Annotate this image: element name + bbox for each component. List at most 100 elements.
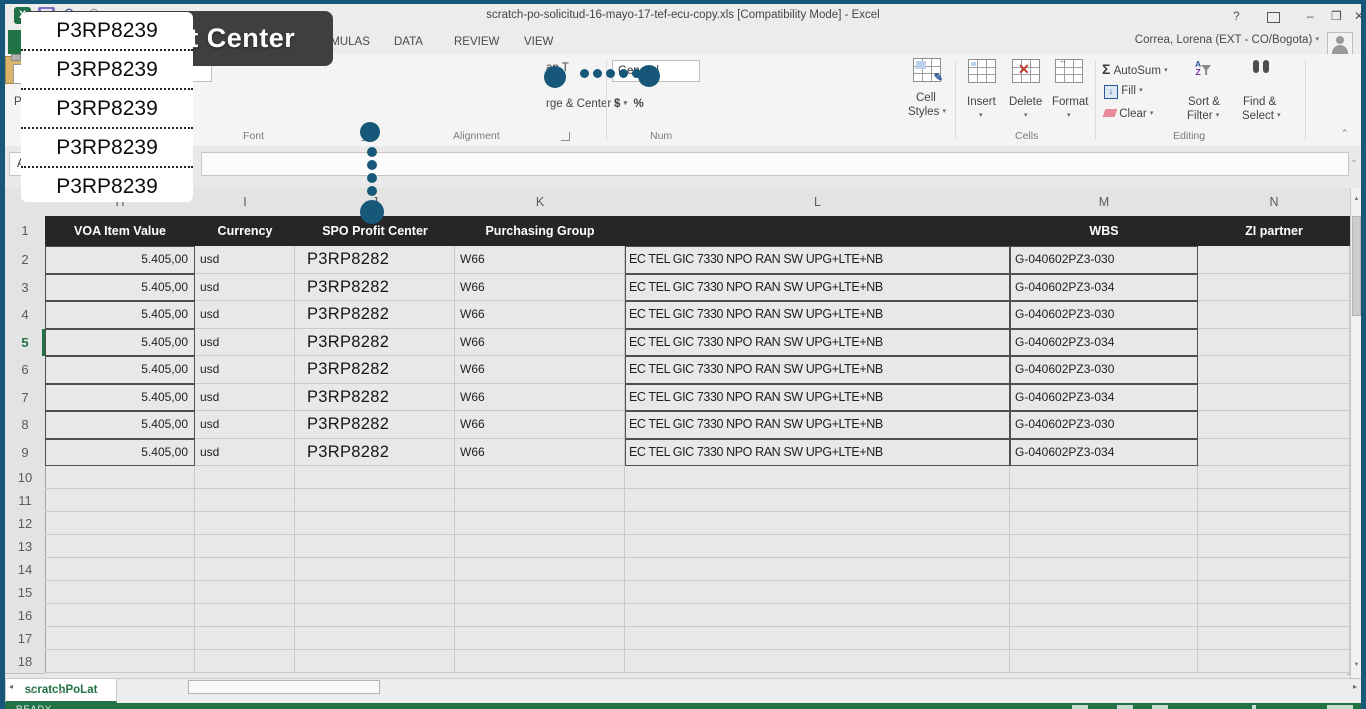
formula-input[interactable]: [201, 152, 1349, 176]
cell-styles-button[interactable]: Cell: [916, 92, 936, 104]
cell-L12[interactable]: [625, 512, 1010, 535]
cell-N15[interactable]: [1198, 581, 1350, 604]
cell-K3[interactable]: W66: [455, 273, 625, 301]
cell-I6[interactable]: usd: [195, 356, 295, 384]
tab-review[interactable]: REVIEW: [454, 36, 500, 48]
cell-K18[interactable]: [455, 650, 625, 673]
cell-M7[interactable]: G-040602PZ3-034: [1010, 383, 1198, 411]
sheet-tab[interactable]: scratchPoLat: [5, 679, 117, 703]
cell-L11[interactable]: [625, 489, 1010, 512]
cell-J5[interactable]: P3RP8282: [295, 328, 455, 356]
cell-L15[interactable]: [625, 581, 1010, 604]
cell-J13[interactable]: [295, 535, 455, 558]
cell-K15[interactable]: [455, 581, 625, 604]
cell-J8[interactable]: P3RP8282: [295, 411, 455, 439]
row-number-5[interactable]: 5: [5, 328, 46, 357]
format-button[interactable]: Format: [1052, 96, 1089, 108]
row-number-15[interactable]: 15: [5, 581, 46, 605]
cell-M11[interactable]: [1010, 489, 1198, 512]
header-cell-2[interactable]: Currency: [195, 216, 295, 246]
cell-J16[interactable]: [295, 604, 455, 627]
row-number-4[interactable]: 4: [5, 301, 46, 330]
cell-M15[interactable]: [1010, 581, 1198, 604]
row-number-2[interactable]: 2: [5, 246, 46, 275]
header-cell-7[interactable]: ZI partner: [1198, 216, 1350, 246]
cell-J11[interactable]: [295, 489, 455, 512]
row-number-8[interactable]: 8: [5, 411, 46, 440]
next-sheet-icon[interactable]: ▸: [59, 686, 64, 696]
cell-L5[interactable]: EC TEL GIC 7330 NPO RAN SW UPG+LTE+NB: [625, 328, 1010, 356]
cell-L7[interactable]: EC TEL GIC 7330 NPO RAN SW UPG+LTE+NB: [625, 383, 1010, 411]
cell-L4[interactable]: EC TEL GIC 7330 NPO RAN SW UPG+LTE+NB: [625, 301, 1010, 329]
cell-M16[interactable]: [1010, 604, 1198, 627]
cell-M10[interactable]: [1010, 466, 1198, 489]
expand-formula-bar-icon[interactable]: ⌄: [1350, 154, 1358, 164]
cell-N10[interactable]: [1198, 466, 1350, 489]
find-select-icon[interactable]: [1253, 60, 1269, 78]
zoom-level[interactable]: [1327, 705, 1353, 709]
row-number-17[interactable]: 17: [5, 627, 46, 651]
page-layout-view-icon[interactable]: [1117, 705, 1133, 709]
cell-H17[interactable]: [45, 627, 195, 650]
header-cell-1[interactable]: VOA Item Value: [45, 216, 195, 246]
cell-L3[interactable]: EC TEL GIC 7330 NPO RAN SW UPG+LTE+NB: [625, 273, 1010, 301]
vertical-scrollbar[interactable]: ▲ ▼: [1350, 188, 1361, 678]
cell-K8[interactable]: W66: [455, 411, 625, 439]
cell-H11[interactable]: [45, 489, 195, 512]
prev-sheet-icon[interactable]: ◂: [29, 686, 34, 696]
cell-H6[interactable]: 5.405,00: [45, 356, 195, 384]
fill-button[interactable]: ↓ Fill ▾: [1104, 85, 1143, 99]
cell-K14[interactable]: [455, 558, 625, 581]
cell-I18[interactable]: [195, 650, 295, 673]
cell-H16[interactable]: [45, 604, 195, 627]
cell-I3[interactable]: usd: [195, 273, 295, 301]
cell-N17[interactable]: [1198, 627, 1350, 650]
row-number-16[interactable]: 16: [5, 604, 46, 628]
cell-I13[interactable]: [195, 535, 295, 558]
cell-I5[interactable]: usd: [195, 328, 295, 356]
cell-H5[interactable]: 5.405,00: [45, 328, 195, 356]
horizontal-scrollbar-thumb[interactable]: [188, 680, 380, 694]
cell-L13[interactable]: [625, 535, 1010, 558]
cell-I8[interactable]: usd: [195, 411, 295, 439]
find-select-button-line2[interactable]: Select ▾: [1242, 110, 1281, 122]
merge-center-button[interactable]: rge & Center ▾: [546, 98, 618, 110]
cell-J18[interactable]: [295, 650, 455, 673]
cell-K13[interactable]: [455, 535, 625, 558]
cell-K16[interactable]: [455, 604, 625, 627]
cell-K12[interactable]: [455, 512, 625, 535]
cell-I4[interactable]: usd: [195, 301, 295, 329]
cell-J2[interactable]: P3RP8282: [295, 246, 455, 274]
cell-I17[interactable]: [195, 627, 295, 650]
vertical-scrollbar-thumb[interactable]: [1352, 216, 1361, 316]
cell-M13[interactable]: [1010, 535, 1198, 558]
tab-data[interactable]: DATA: [394, 36, 423, 48]
tab-view[interactable]: VIEW: [524, 36, 554, 48]
cell-J14[interactable]: [295, 558, 455, 581]
cell-N13[interactable]: [1198, 535, 1350, 558]
cell-K6[interactable]: W66: [455, 356, 625, 384]
cell-I14[interactable]: [195, 558, 295, 581]
cell-N5[interactable]: [1198, 328, 1350, 356]
cell-H14[interactable]: [45, 558, 195, 581]
insert-button[interactable]: Insert: [967, 96, 996, 108]
cell-N4[interactable]: [1198, 301, 1350, 329]
header-cell-4[interactable]: Purchasing Group: [455, 216, 625, 246]
account-name[interactable]: Correa, Lorena (EXT - CO/Bogota) ▾: [1134, 34, 1319, 46]
row-number-14[interactable]: 14: [5, 558, 46, 582]
cell-N3[interactable]: [1198, 273, 1350, 301]
column-header-K[interactable]: K: [455, 188, 626, 217]
cell-J12[interactable]: [295, 512, 455, 535]
cell-I15[interactable]: [195, 581, 295, 604]
alignment-dialog-launcher-icon[interactable]: [561, 132, 570, 141]
cell-N14[interactable]: [1198, 558, 1350, 581]
cell-I11[interactable]: [195, 489, 295, 512]
row-number-10[interactable]: 10: [5, 466, 46, 490]
cell-H9[interactable]: 5.405,00: [45, 438, 195, 466]
cell-J15[interactable]: [295, 581, 455, 604]
cell-M12[interactable]: [1010, 512, 1198, 535]
cell-L17[interactable]: [625, 627, 1010, 650]
insert-cells-icon[interactable]: [968, 59, 996, 83]
cell-L14[interactable]: [625, 558, 1010, 581]
scroll-up-icon[interactable]: ▲: [1353, 196, 1360, 202]
